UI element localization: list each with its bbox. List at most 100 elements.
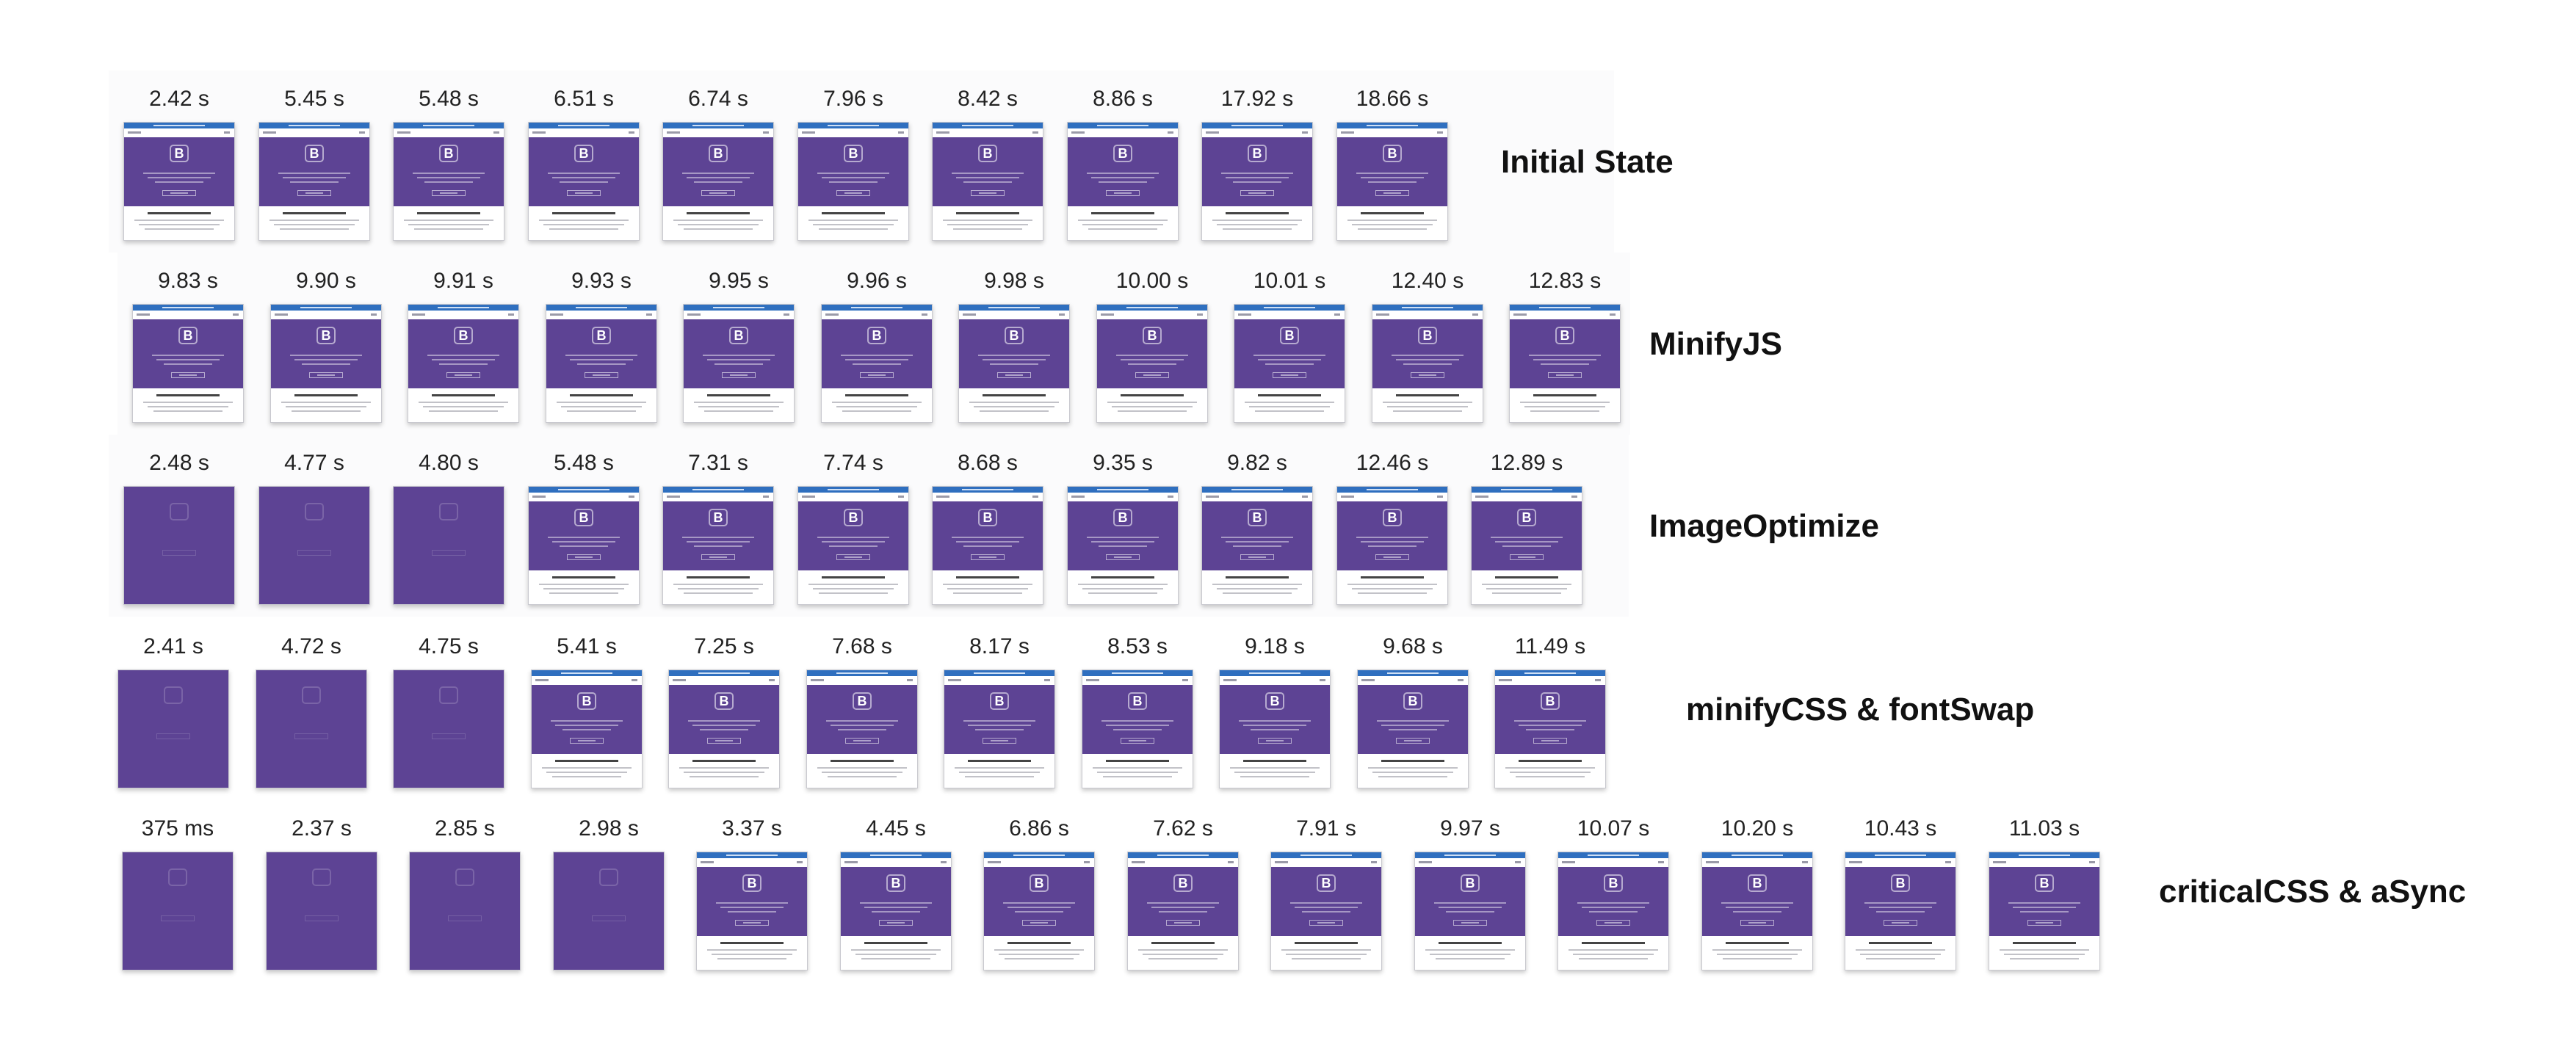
hero-text-line <box>838 729 886 730</box>
filmstrip-frame[interactable]: 11.49 s B <box>1494 634 1606 788</box>
announcement-bar <box>1472 487 1582 493</box>
filmstrip-frame[interactable]: 17.92 s B <box>1201 87 1313 241</box>
filmstrip-frame[interactable]: 9.18 s B <box>1219 634 1331 788</box>
body-text-line <box>145 228 214 230</box>
body-text-line <box>1082 588 1163 589</box>
page-screenshot-thumbnail: B <box>393 670 504 788</box>
filmstrip-frame[interactable]: 5.48 s B <box>393 87 504 241</box>
body-text-line <box>1712 949 1802 951</box>
filmstrip-frame[interactable]: 10.20 s B <box>1701 816 1813 971</box>
filmstrip-frame[interactable]: 2.48 s B <box>123 451 235 605</box>
filmstrip-frame[interactable]: 7.31 s B <box>662 451 774 605</box>
hero-section: B <box>807 685 917 754</box>
body-text-line <box>1387 406 1468 407</box>
content-section <box>822 388 932 422</box>
navbar <box>532 676 642 685</box>
hero-text-line <box>1368 181 1417 183</box>
filmstrip-frame[interactable]: 5.45 s B <box>258 87 370 241</box>
tagline-line <box>956 576 1019 578</box>
hero-text-line <box>1015 911 1063 913</box>
hero-section: B <box>394 137 504 206</box>
filmstrip-frame[interactable]: 7.62 s B <box>1127 816 1239 971</box>
filmstrip-frame[interactable]: 4.77 s B <box>258 451 370 605</box>
filmstrip-frame[interactable]: 7.91 s B <box>1270 816 1382 971</box>
hero-section: B <box>1202 501 1312 570</box>
filmstrip-frame[interactable]: 7.96 s B <box>797 87 909 241</box>
filmstrip-frame[interactable]: 12.83 s B <box>1509 269 1621 423</box>
hero-text-line <box>1721 902 1793 904</box>
hero-text-line <box>963 720 1035 722</box>
filmstrip-frame[interactable]: 9.95 s B <box>683 269 795 423</box>
content-section <box>684 388 794 422</box>
filmstrip-frame[interactable]: 9.82 s B <box>1201 451 1313 605</box>
filmstrip-frame[interactable]: 12.46 s B <box>1336 451 1448 605</box>
filmstrip-frame[interactable]: 4.80 s B <box>393 451 504 605</box>
filmstrip-frame[interactable]: 6.74 s B <box>662 87 774 241</box>
filmstrip-frame[interactable]: 3.37 s B <box>696 816 808 971</box>
filmstrip-frame[interactable]: 8.17 s B <box>944 634 1055 788</box>
body-text-line <box>1143 954 1223 955</box>
frame-timestamp: 7.91 s <box>1296 816 1356 841</box>
tagline-line <box>822 212 885 214</box>
filmstrip-frame[interactable]: 8.86 s B <box>1067 87 1179 241</box>
filmstrip-frame[interactable]: 9.68 s B <box>1357 634 1469 788</box>
frame-timestamp: 12.83 s <box>1528 269 1602 293</box>
filmstrip-frame[interactable]: 10.07 s B <box>1557 816 1669 971</box>
filmstrip-frame[interactable]: 2.98 s B <box>553 816 665 971</box>
filmstrip-frame[interactable]: 2.85 s B <box>409 816 521 971</box>
announcement-bar <box>1271 852 1381 858</box>
filmstrip-frame[interactable]: 4.72 s B <box>256 634 367 788</box>
filmstrip-frame[interactable]: 9.83 s B <box>132 269 244 423</box>
filmstrip-frame[interactable]: 9.96 s B <box>821 269 933 423</box>
filmstrip-frame[interactable]: 11.03 s B <box>1989 816 2100 971</box>
filmstrip-frame[interactable]: 2.41 s B <box>117 634 229 788</box>
page-screenshot-thumbnail: B <box>797 486 909 605</box>
filmstrip-frame[interactable]: 8.42 s B <box>932 87 1043 241</box>
filmstrip-frame[interactable]: 6.86 s B <box>983 816 1095 971</box>
frame-timestamp: 9.96 s <box>847 269 907 293</box>
filmstrip-frame[interactable]: 9.97 s B <box>1414 816 1526 971</box>
filmstrip-frame[interactable]: 18.66 s B <box>1336 87 1448 241</box>
filmstrip-frame[interactable]: 6.51 s B <box>528 87 640 241</box>
filmstrip-frame[interactable]: 10.43 s B <box>1845 816 1956 971</box>
filmstrip-frame[interactable]: 8.68 s B <box>932 451 1043 605</box>
bootstrap-logo-icon: B <box>742 874 761 892</box>
filmstrip-frame[interactable]: 7.25 s B <box>668 634 780 788</box>
filmstrip-frame[interactable]: 9.91 s B <box>408 269 519 423</box>
frame-timestamp: 10.00 s <box>1115 269 1189 293</box>
filmstrip-frame[interactable]: 5.41 s B <box>531 634 643 788</box>
filmstrip-frame[interactable]: 4.45 s B <box>840 816 952 971</box>
download-button-placeholder <box>1240 190 1274 196</box>
download-button-placeholder <box>1135 372 1169 378</box>
filmstrip-frame[interactable]: 9.90 s B <box>270 269 382 423</box>
hero-section: B <box>410 852 520 970</box>
hero-text-line <box>424 181 473 183</box>
filmstrip-frame[interactable]: 2.42 s B <box>123 87 235 241</box>
filmstrip-frame[interactable]: 375 ms B <box>122 816 234 971</box>
filmstrip-frame[interactable]: 9.35 s B <box>1067 451 1179 605</box>
navbar <box>1358 676 1468 685</box>
page-screenshot-thumbnail: B <box>122 852 234 971</box>
body-text-line <box>2010 958 2079 959</box>
bootstrap-logo-icon: B <box>305 503 324 520</box>
filmstrip-frame[interactable]: 7.68 s B <box>806 634 918 788</box>
filmstrip-frame[interactable]: 7.74 s B <box>797 451 909 605</box>
download-button-placeholder <box>1548 372 1582 378</box>
body-text-line <box>2000 949 2089 951</box>
filmstrip-frame[interactable]: 9.98 s B <box>958 269 1070 423</box>
filmstrip-frame[interactable]: 12.40 s B <box>1372 269 1483 423</box>
filmstrip-frame[interactable]: 5.48 s B <box>528 451 640 605</box>
hero-text-line <box>1258 359 1321 360</box>
filmstrip-frame[interactable]: 2.37 s B <box>266 816 377 971</box>
hero-text-line <box>1003 902 1075 904</box>
filmstrip-frame[interactable]: 4.75 s B <box>393 634 504 788</box>
filmstrip-frame[interactable]: 12.89 s B <box>1471 451 1582 605</box>
filmstrip-frame[interactable]: 10.01 s B <box>1234 269 1345 423</box>
filmstrip-frame[interactable]: 10.00 s B <box>1096 269 1208 423</box>
content-section <box>394 206 504 240</box>
body-text-line <box>557 402 646 403</box>
filmstrip-frame[interactable]: 9.93 s B <box>546 269 657 423</box>
filmstrip-frame[interactable]: 8.53 s B <box>1082 634 1193 788</box>
body-text-line <box>1281 949 1371 951</box>
announcement-bar <box>1202 123 1312 128</box>
